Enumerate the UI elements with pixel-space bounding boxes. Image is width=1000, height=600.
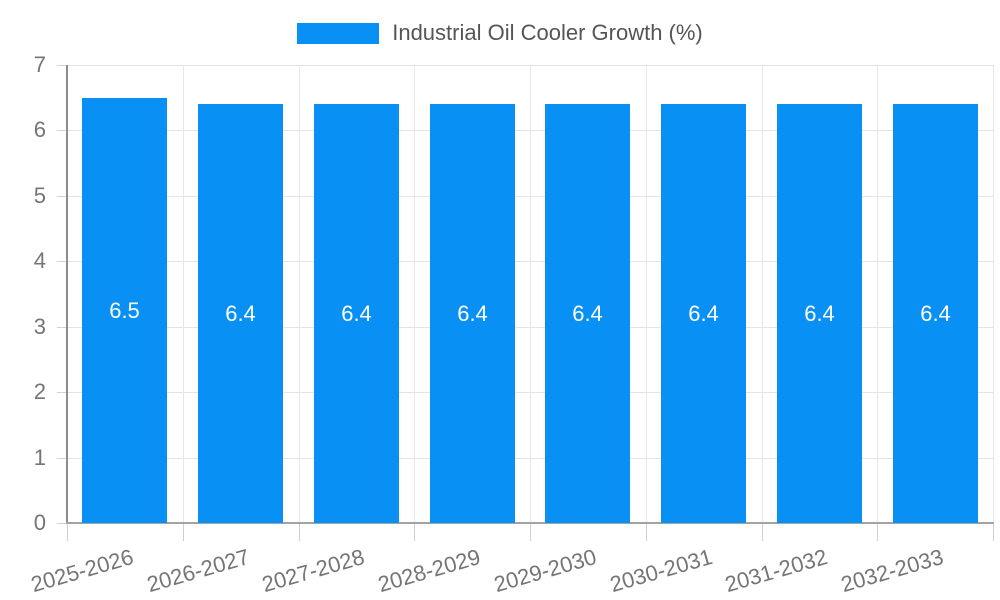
x-axis-label: 2032-2033 [837, 544, 946, 598]
legend: Industrial Oil Cooler Growth (%) [0, 20, 1000, 46]
bar[interactable] [893, 104, 978, 523]
gridline-vertical [646, 65, 647, 523]
y-axis-label: 2 [33, 379, 46, 404]
bar-value-label: 6.4 [572, 301, 603, 326]
bar-value-label: 6.4 [341, 301, 372, 326]
y-axis-label: 1 [33, 445, 46, 470]
y-axis-tick [57, 458, 67, 459]
bar[interactable] [430, 104, 515, 523]
x-axis-label: 2028-2029 [374, 544, 483, 598]
legend-label: Industrial Oil Cooler Growth (%) [392, 20, 703, 45]
gridline-vertical [299, 65, 300, 523]
y-axis-label: 5 [33, 183, 46, 208]
x-axis-tick [762, 524, 763, 541]
bar[interactable] [777, 104, 862, 523]
x-axis-label: 2026-2027 [143, 544, 252, 598]
y-axis-tick [57, 327, 67, 328]
x-axis-tick [530, 524, 531, 541]
y-axis-tick [57, 65, 67, 66]
y-axis-tick [57, 392, 67, 393]
bar[interactable] [545, 104, 630, 523]
x-axis-tick [877, 524, 878, 541]
y-axis-label: 4 [33, 248, 46, 273]
x-axis-label: 2031-2032 [721, 544, 830, 598]
bar-value-label: 6.4 [225, 301, 256, 326]
x-axis-tick [183, 524, 184, 541]
x-axis-tick [299, 524, 300, 541]
y-axis-tick [57, 261, 67, 262]
y-axis-tick [57, 523, 67, 524]
gridline-vertical [877, 65, 878, 523]
x-axis-label: 2030-2031 [606, 544, 715, 598]
y-axis-label: 6 [33, 117, 46, 142]
y-axis-label: 0 [33, 510, 46, 535]
y-axis-label: 7 [33, 52, 46, 77]
x-axis-tick [646, 524, 647, 541]
y-axis-tick [57, 130, 67, 131]
gridline-vertical [414, 65, 415, 523]
bar[interactable] [661, 104, 746, 523]
x-axis-label: 2029-2030 [490, 544, 599, 598]
y-axis-tick [57, 196, 67, 197]
bar[interactable] [82, 98, 167, 523]
bar-value-label: 6.5 [109, 298, 140, 323]
x-axis-tick [67, 524, 68, 541]
bar[interactable] [198, 104, 283, 523]
y-axis-line [66, 65, 68, 523]
legend-item[interactable]: Industrial Oil Cooler Growth (%) [297, 20, 703, 46]
x-axis-label: 2027-2028 [258, 544, 367, 598]
bar-value-label: 6.4 [920, 301, 951, 326]
x-axis-line [66, 522, 994, 524]
gridline-vertical [530, 65, 531, 523]
y-axis-label: 3 [33, 314, 46, 339]
legend-swatch [297, 22, 380, 44]
bar[interactable] [314, 104, 399, 523]
gridline-vertical [993, 65, 994, 523]
x-axis-tick [993, 524, 994, 541]
bar-value-label: 6.4 [688, 301, 719, 326]
bar-value-label: 6.4 [804, 301, 835, 326]
x-axis-label: 2025-2026 [27, 544, 136, 598]
gridline-vertical [762, 65, 763, 523]
gridline-vertical [183, 65, 184, 523]
bar-value-label: 6.4 [457, 301, 488, 326]
x-axis-tick [414, 524, 415, 541]
